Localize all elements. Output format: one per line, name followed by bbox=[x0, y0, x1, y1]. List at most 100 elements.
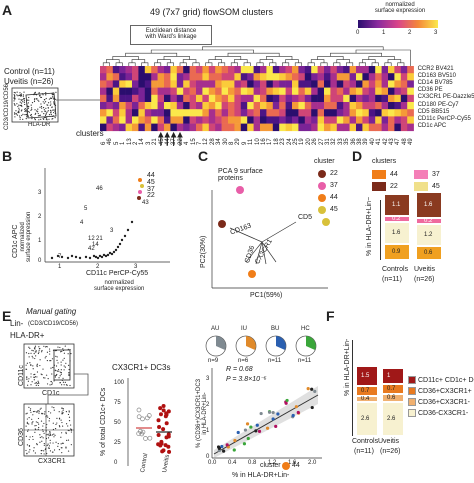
flow-dot bbox=[23, 97, 25, 99]
heatmap-cell bbox=[189, 73, 197, 81]
gate1-dot bbox=[43, 345, 45, 347]
corr-dot bbox=[285, 398, 289, 403]
heatmap-cell bbox=[228, 116, 235, 124]
heatmap-cell bbox=[157, 109, 165, 117]
heatmap-cell bbox=[324, 123, 331, 132]
heatmap-cell bbox=[394, 116, 402, 124]
heatmap-cell bbox=[356, 123, 363, 132]
gate1-dot bbox=[41, 374, 43, 376]
b-highlight-label: 37 bbox=[147, 186, 155, 193]
corr-dot bbox=[254, 429, 258, 433]
arrow-head bbox=[170, 131, 177, 138]
heatmap-cell bbox=[112, 66, 120, 74]
heatmap-cell bbox=[279, 66, 286, 74]
gate1-dot bbox=[29, 347, 31, 349]
b-point bbox=[110, 252, 114, 256]
flow-dot bbox=[38, 92, 40, 94]
gate2-dot bbox=[56, 422, 58, 424]
heatmap-cell bbox=[349, 109, 357, 117]
heatmap-cell bbox=[100, 109, 107, 117]
flow-dot bbox=[45, 97, 47, 100]
gate2-dot bbox=[51, 406, 53, 408]
heatmap-cell bbox=[106, 102, 114, 110]
gate2-dot bbox=[30, 411, 32, 413]
flow-dot bbox=[20, 94, 22, 96]
heatmap-cell bbox=[221, 102, 229, 110]
colorbar-tick-2: 2 bbox=[408, 30, 412, 36]
f-segment-label: 0.6 bbox=[387, 395, 396, 401]
heatmap-cell bbox=[253, 80, 261, 88]
stack-legend-swatch bbox=[414, 182, 428, 191]
b-point bbox=[88, 256, 92, 260]
flow-dot bbox=[21, 109, 23, 111]
gate2-dot bbox=[37, 411, 39, 413]
heatmap-cell bbox=[208, 109, 216, 117]
flow-dot bbox=[51, 118, 53, 120]
f-legend-label: CD36-CX3CR1- bbox=[418, 410, 469, 417]
heatmap-cell bbox=[266, 73, 274, 81]
heatmap-cell bbox=[260, 94, 267, 103]
stack-segment bbox=[384, 216, 410, 222]
stats-r: R = 0.68 bbox=[226, 366, 253, 373]
heatmap-cell bbox=[272, 123, 280, 132]
heatmap-cell bbox=[304, 102, 312, 110]
heatmap-cell bbox=[176, 94, 184, 103]
heatmap-cell bbox=[272, 116, 280, 124]
flow-dot bbox=[19, 101, 21, 103]
heatmap-cell bbox=[292, 116, 299, 124]
heatmap-cell bbox=[343, 66, 350, 74]
b-point bbox=[130, 220, 134, 224]
heatmap-cell bbox=[330, 66, 338, 74]
gate1-dot bbox=[59, 382, 61, 384]
flow-dot bbox=[39, 114, 41, 116]
uveitis-dot bbox=[164, 435, 169, 440]
heatmap-cell bbox=[324, 109, 331, 117]
gate2-dot bbox=[40, 453, 42, 455]
gate2-dot bbox=[31, 422, 33, 424]
gate2-dot bbox=[62, 425, 64, 427]
heatmap-cell bbox=[221, 80, 229, 88]
gate1-dot bbox=[32, 357, 34, 359]
pca-point-37 bbox=[236, 186, 244, 194]
heatmap-cell bbox=[292, 66, 299, 74]
flow-dot bbox=[34, 91, 37, 93]
gate1-dot bbox=[54, 369, 56, 371]
heatmap-cell bbox=[317, 109, 325, 117]
heatmap-cell bbox=[400, 73, 408, 81]
corr-dot bbox=[233, 438, 237, 443]
flow-dot bbox=[22, 94, 24, 96]
heatmap-cell bbox=[298, 94, 306, 103]
stack-group-name: Uveitis bbox=[414, 266, 436, 273]
heatmap-cell bbox=[394, 87, 402, 96]
gate2-dot bbox=[28, 406, 30, 409]
heatmap-cell bbox=[138, 102, 146, 110]
stack-segment bbox=[416, 224, 442, 246]
uveitis-dot bbox=[161, 408, 166, 413]
flow-dot bbox=[13, 91, 15, 94]
gate1-dot bbox=[41, 349, 43, 352]
flow-dot bbox=[44, 110, 46, 112]
gate1-dot bbox=[65, 384, 68, 386]
f-group-n: (n=26) bbox=[380, 448, 401, 455]
gate1-dot bbox=[56, 370, 59, 372]
gate2-dot bbox=[61, 411, 63, 413]
corr-dot bbox=[306, 387, 310, 391]
f-y-label: % in HLA-DR+Lin- bbox=[344, 338, 351, 396]
gate2-dot bbox=[29, 436, 31, 438]
flow-dot bbox=[31, 108, 33, 111]
flow-dot bbox=[30, 107, 33, 109]
heatmap-cell bbox=[336, 87, 344, 96]
heatmap-cell bbox=[266, 94, 274, 103]
flow-dot bbox=[47, 107, 50, 109]
b-point-label: 5 bbox=[84, 206, 88, 212]
f-segment bbox=[356, 366, 378, 386]
flow-dot bbox=[34, 109, 36, 111]
heatmap-cell bbox=[208, 116, 216, 124]
gate2-dot bbox=[35, 421, 37, 423]
flow-dot bbox=[54, 110, 56, 112]
uveitis-dot bbox=[164, 412, 169, 417]
gate2-dot bbox=[68, 410, 70, 412]
flow-dot bbox=[30, 104, 32, 106]
heatmap-cell bbox=[170, 102, 178, 110]
